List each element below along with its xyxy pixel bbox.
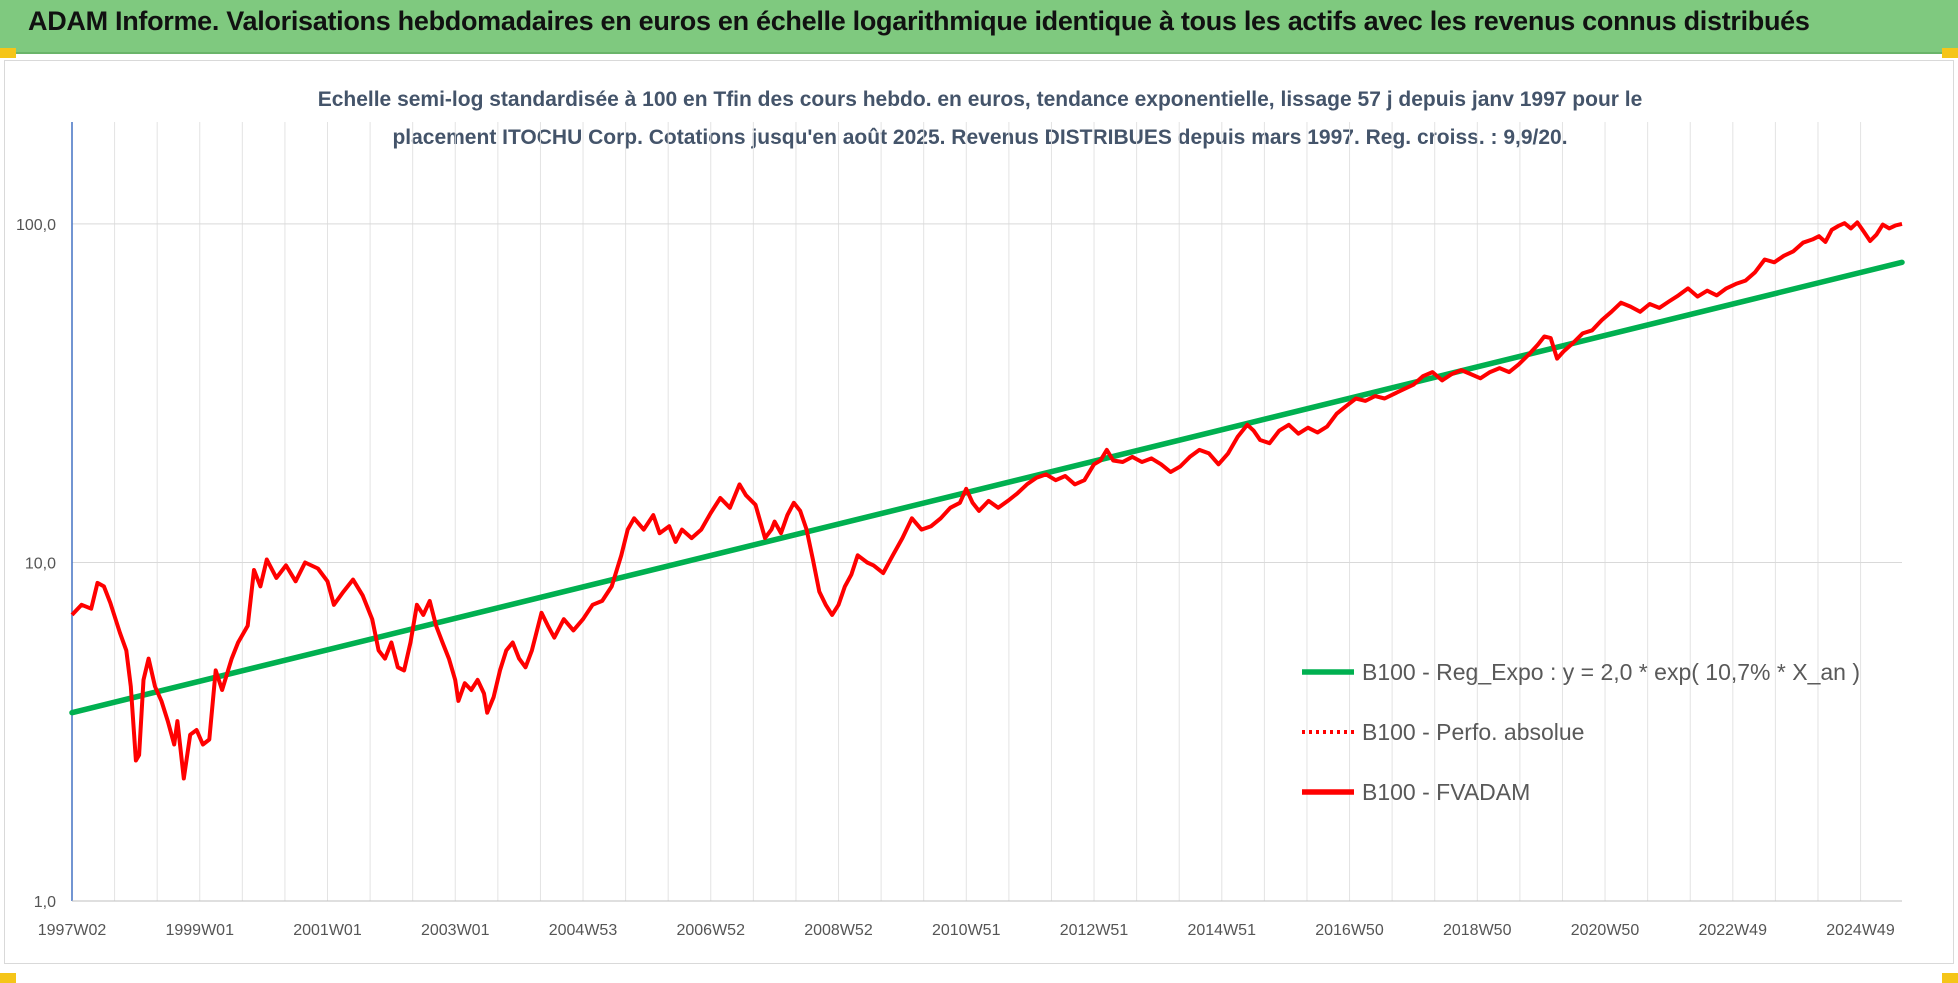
x-tick-label: 2012W51 <box>1060 922 1129 939</box>
y-tick-label: 100,0 <box>16 217 56 234</box>
page-title: ADAM Informe. Valorisations hebdomadaire… <box>28 6 1810 36</box>
chart-title-line-1: Echelle semi-log standardisée à 100 en T… <box>317 88 1643 111</box>
corner-marker <box>0 973 16 983</box>
x-tick-label: 2016W50 <box>1315 922 1384 939</box>
x-tick-label: 2004W53 <box>549 922 618 939</box>
chart-frame <box>4 60 1954 964</box>
legend-label: B100 - FVADAM <box>1362 779 1530 805</box>
x-tick-label: 2020W50 <box>1571 922 1640 939</box>
series-line-fvadam <box>70 220 1903 781</box>
chart-title-line-2: placement ITOCHU Corp. Cotations jusqu'e… <box>392 126 1568 149</box>
header-banner: ADAM Informe. Valorisations hebdomadaire… <box>0 0 1958 54</box>
x-tick-label: 2003W01 <box>421 922 490 939</box>
corner-marker <box>1942 48 1958 58</box>
x-tick-label: 2014W51 <box>1187 922 1256 939</box>
x-tick-label: 1997W02 <box>38 922 107 939</box>
y-tick-label: 10,0 <box>25 555 56 572</box>
x-tick-label: 2006W52 <box>676 922 745 939</box>
x-tick-label: 2022W49 <box>1698 922 1767 939</box>
legend-label: B100 - Perfo. absolue <box>1362 719 1584 745</box>
corner-marker <box>0 48 16 58</box>
x-tick-label: 2010W51 <box>932 922 1001 939</box>
x-tick-label: 2024W49 <box>1826 922 1895 939</box>
x-tick-label: 2018W50 <box>1443 922 1512 939</box>
y-tick-label: 1,0 <box>34 894 56 911</box>
x-tick-label: 1999W01 <box>165 922 234 939</box>
series-line-reg-expo <box>69 259 1905 716</box>
x-tick-label: 2001W01 <box>293 922 362 939</box>
legend-label: B100 - Reg_Expo : y = 2,0 * exp( 10,7% *… <box>1362 659 1860 685</box>
x-tick-label: 2008W52 <box>804 922 873 939</box>
corner-marker <box>1942 973 1958 983</box>
